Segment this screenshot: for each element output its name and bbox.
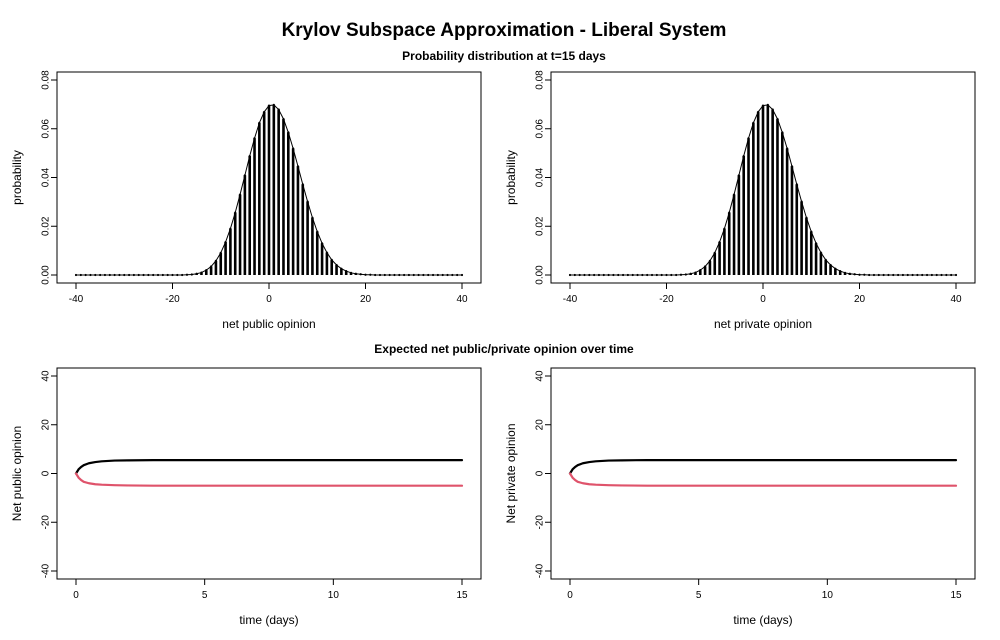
y-tick-label: 20 [41,419,52,431]
opinion-series-line-2 [76,474,462,486]
opinion-series-line-1 [76,460,462,473]
x-tick-label: 40 [456,294,468,305]
y-tick-label: 0.02 [41,216,52,236]
y-tick-label: 0.02 [535,216,546,236]
x-tick-label: -20 [165,294,180,305]
x-tick-label: 15 [456,590,468,601]
y-tick-label: -20 [41,515,52,530]
x-axis-label: time (days) [733,613,792,627]
top-row-subtitle: Probability distribution at t=15 days [402,49,606,63]
x-tick-label: -20 [659,294,674,305]
x-tick-label: -40 [563,294,578,305]
y-tick-label: -40 [41,563,52,578]
y-tick-label: -20 [535,515,546,530]
y-tick-label: 40 [535,370,546,382]
x-tick-label: 15 [950,590,962,601]
x-axis-label: net public opinion [222,317,315,331]
x-tick-label: 0 [266,294,272,305]
x-tick-label: 20 [360,294,372,305]
x-tick-label: 5 [202,590,208,601]
y-axis-label: Net private opinion [504,423,518,523]
y-tick-label: 0.06 [535,119,546,139]
y-tick-label: 0.00 [41,265,52,285]
x-tick-label: 0 [760,294,766,305]
x-axis-label: net private opinion [714,317,812,331]
y-tick-label: 0.06 [41,119,52,139]
plot-frame [551,368,975,579]
y-tick-label: 40 [41,370,52,382]
x-tick-label: 40 [950,294,962,305]
y-tick-label: 0 [535,470,546,476]
x-tick-label: 10 [328,590,340,601]
figure-title: Krylov Subspace Approximation - Liberal … [282,20,727,41]
panel-1: -40 -20 0 20 40 0.00 0.02 0.04 0.06 0.08 net publi… [10,70,481,331]
y-axis-label: probability [10,150,24,205]
x-tick-label: 0 [567,590,573,601]
x-tick-label: -40 [69,294,84,305]
y-axis-label: probability [504,150,518,205]
x-tick-label: 5 [696,590,702,601]
panel-2: -40 -20 0 20 40 0.00 0.02 0.04 0.06 0.08 net priva… [504,70,975,331]
y-axis-label: Net public opinion [10,426,24,521]
x-tick-label: 10 [822,590,834,601]
x-tick-label: 20 [854,294,866,305]
panel-3: 0 5 10 15 -40 -20 0 20 40 time (days) Net public o… [10,368,481,627]
bottom-row-subtitle: Expected net public/private opinion over… [374,342,634,356]
y-tick-label: 0 [41,470,52,476]
y-tick-label: 0.04 [41,167,52,187]
opinion-series-line-2 [570,474,956,486]
y-tick-label: 0.04 [535,167,546,187]
y-tick-label: 20 [535,419,546,431]
plot-frame [57,368,481,579]
x-tick-label: 0 [73,590,79,601]
y-tick-label: 0.08 [41,70,52,90]
y-tick-label: 0.08 [535,70,546,90]
opinion-series-line-1 [570,460,956,473]
y-tick-label: 0.00 [535,265,546,285]
y-tick-label: -40 [535,563,546,578]
panel-4: 0 5 10 15 -40 -20 0 20 40 time (days) Net private … [504,368,975,627]
x-axis-label: time (days) [239,613,298,627]
